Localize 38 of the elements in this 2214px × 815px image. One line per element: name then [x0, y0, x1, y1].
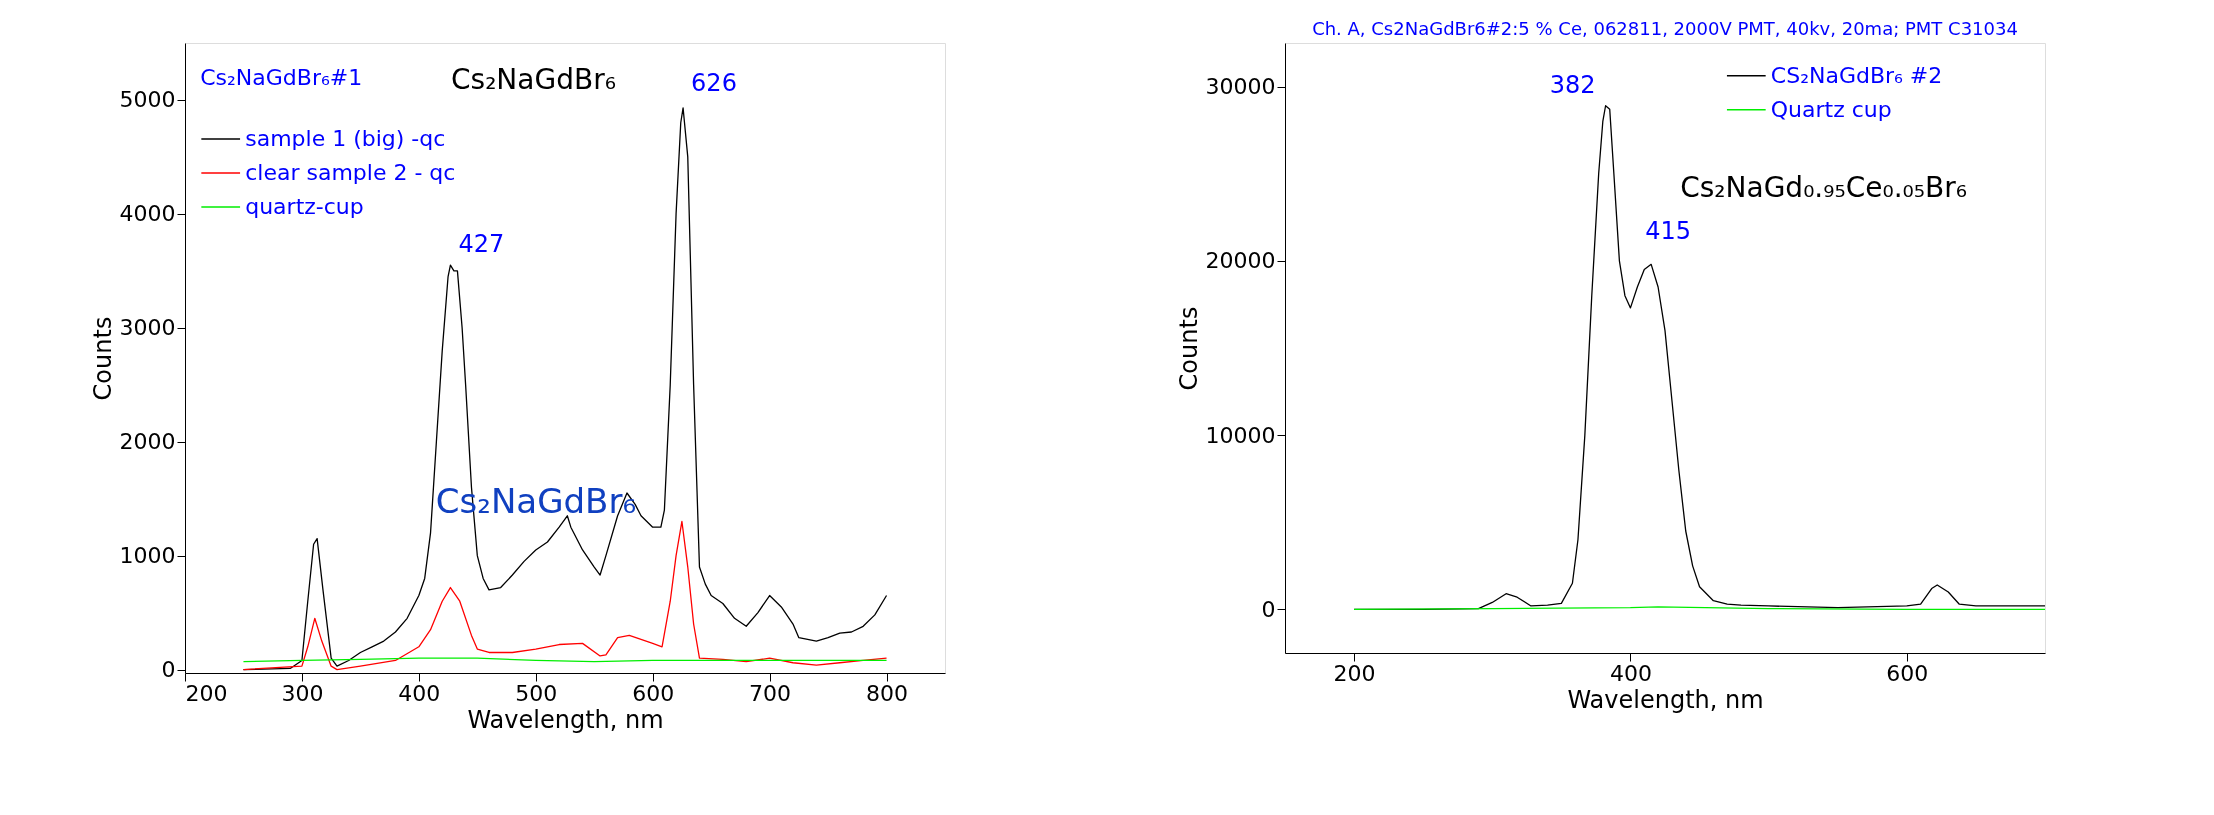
- x-tick-label: 200: [1333, 660, 1376, 686]
- x-tick-label: 400: [398, 680, 441, 706]
- y-tick-label: 30000: [1205, 74, 1276, 100]
- legend-label: clear sample 2 - qc: [245, 160, 456, 186]
- x-tick-label: 400: [1609, 660, 1652, 686]
- y-tick-label: 5000: [119, 87, 176, 113]
- y-tick-label: 2000: [119, 429, 176, 455]
- annotation: 415: [1645, 217, 1691, 246]
- annotation: 427: [458, 230, 505, 259]
- y-tick-label: 4000: [119, 201, 176, 227]
- legend-label: quartz-cup: [245, 194, 364, 220]
- x-axis-title: Wavelength, nm: [467, 705, 664, 734]
- annotation: Cs₂NaGdBr₆#1: [200, 64, 363, 90]
- legend-label: Quartz cup: [1770, 96, 1892, 122]
- x-tick-label: 800: [866, 680, 909, 706]
- annotation: Cs₂NaGdBr₆: [451, 62, 616, 96]
- annotation: 626: [691, 68, 737, 97]
- annotation: 382: [1549, 70, 1596, 99]
- x-tick-label: 600: [632, 680, 675, 706]
- x-tick-label: 600: [1886, 660, 1929, 686]
- x-tick-label: 500: [515, 680, 558, 706]
- line-series: [242, 520, 888, 671]
- y-tick-label: 0: [161, 657, 176, 683]
- x-tick-label: 200: [185, 680, 228, 706]
- y-tick-label: 3000: [119, 315, 176, 341]
- chart-title: Ch. A, Cs2NaGdBr6#2:5 % Ce, 062811, 2000V PMT, 40kv, 20ma; PMT C31034: [1312, 18, 2018, 39]
- y-tick-label: 10000: [1205, 422, 1276, 448]
- legend-label: CS₂NaGdBr₆ #2: [1770, 62, 1943, 88]
- y-tick-label: 1000: [119, 543, 176, 569]
- y-tick-label: 0: [1261, 596, 1276, 622]
- x-tick-label: 700: [749, 680, 792, 706]
- y-axis-title: Counts: [88, 316, 117, 401]
- legend-label: sample 1 (big) -qc: [245, 126, 446, 152]
- y-tick-label: 20000: [1205, 248, 1276, 274]
- x-axis-title: Wavelength, nm: [1567, 685, 1764, 714]
- x-tick-label: 300: [281, 680, 324, 706]
- annotation: Cs₂NaGd₀.₉₅Ce₀.₀₅Br₆: [1680, 171, 1968, 205]
- y-axis-title: Counts: [1174, 306, 1203, 391]
